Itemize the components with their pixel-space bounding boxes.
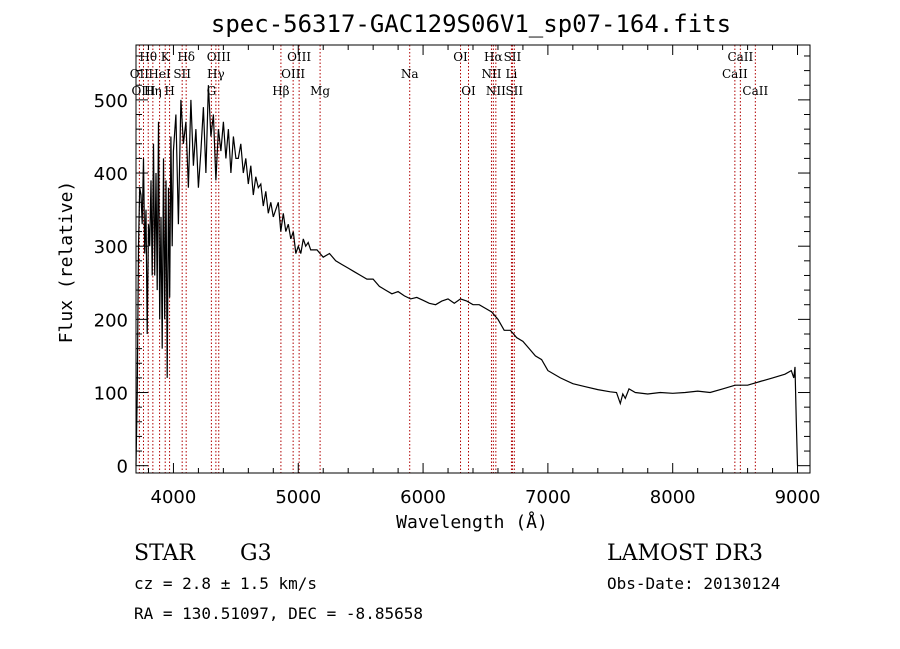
line-label-20: Hα (484, 50, 503, 64)
line-label-6: H (164, 84, 174, 98)
coordinates-text: RA = 130.51097, DEC = -8.85658 (134, 604, 423, 623)
line-label-19: NII (481, 67, 501, 81)
y-axis-label: Flux (relative) (56, 181, 77, 344)
line-label-23: SII (504, 50, 522, 64)
x-axis: 4000 5000 6000 7000 8000 9000 (147, 45, 821, 508)
line-label-22: Li (506, 67, 518, 81)
line-label-0: Hθ (139, 50, 157, 64)
line-label-1: OII (130, 67, 150, 81)
line-label-2: OIII (131, 84, 155, 98)
line-label-17: OI (453, 50, 468, 64)
survey-name: LAMOST DR3 (607, 541, 763, 566)
redshift-text: cz = 2.8 ± 1.5 km/s (134, 574, 317, 593)
y-tick-label-1: 100 (94, 384, 128, 405)
y-tick-label-2: 200 (94, 310, 128, 331)
line-label-10: Hγ (207, 67, 225, 81)
y-tick-label-4: 400 (94, 164, 128, 185)
line-label-13: OIII (281, 67, 305, 81)
line-label-8: Hδ (177, 50, 195, 64)
plot-frame (135, 44, 811, 474)
line-label-18: OI (461, 84, 476, 98)
line-label-7: SII (173, 67, 191, 81)
y-tick-label-3: 300 (94, 237, 128, 258)
x-tick-label-4: 8000 (650, 487, 696, 508)
line-label-15: Mg (310, 84, 330, 98)
x-tick-label-3: 7000 (525, 487, 571, 508)
object-subclass: G3 (240, 541, 272, 566)
x-axis-label: Wavelength (Å) (396, 511, 548, 533)
x-tick-label-2: 6000 (400, 487, 446, 508)
line-label-27: CaII (742, 84, 768, 98)
line-label-4: HeI (148, 67, 171, 81)
x-tick-label-0: 4000 (151, 487, 197, 508)
object-class: STAR (134, 541, 196, 566)
x-tick-label-1: 5000 (275, 487, 321, 508)
line-label-24: SII (505, 84, 523, 98)
line-label-26: CaII (727, 50, 753, 64)
line-label-3: Hη (144, 84, 162, 98)
line-label-21: NII (486, 84, 506, 98)
y-axis: 0 100 200 300 400 500 (94, 55, 810, 478)
line-label-14: OIII (287, 50, 311, 64)
line-label-11: G (207, 84, 217, 98)
line-label-9: OIII (207, 50, 231, 64)
y-tick-label-5: 500 (94, 91, 128, 112)
chart-title: spec-56317-GAC129S06V1_sp07-164.fits (211, 10, 731, 38)
x-tick-label-5: 9000 (775, 487, 821, 508)
obs-date-text: Obs-Date: 20130124 (607, 574, 780, 593)
flux-series-line (135, 85, 799, 466)
line-label-5: K (161, 50, 171, 64)
line-label-12: Hβ (272, 84, 289, 98)
y-tick-label-0: 0 (117, 457, 128, 478)
line-label-25: CaII (722, 67, 748, 81)
spectral-line-markers (138, 45, 756, 473)
line-label-16: Na (401, 67, 419, 81)
